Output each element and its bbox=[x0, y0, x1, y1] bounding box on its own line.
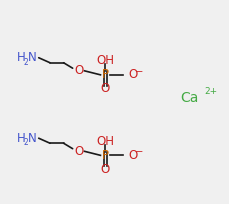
Text: O: O bbox=[128, 149, 137, 162]
Text: P: P bbox=[102, 149, 109, 162]
Text: O: O bbox=[75, 145, 84, 158]
Text: H: H bbox=[17, 51, 26, 64]
Text: −: − bbox=[135, 147, 144, 157]
Text: 2: 2 bbox=[24, 138, 28, 147]
Text: OH: OH bbox=[96, 54, 114, 67]
Text: N: N bbox=[28, 132, 37, 145]
Text: −: − bbox=[135, 67, 144, 77]
Text: OH: OH bbox=[96, 135, 114, 148]
Text: Ca: Ca bbox=[180, 91, 198, 105]
Text: 2: 2 bbox=[24, 58, 28, 67]
Text: O: O bbox=[75, 64, 84, 77]
Text: N: N bbox=[28, 51, 37, 64]
Text: O: O bbox=[101, 163, 110, 176]
Text: P: P bbox=[102, 68, 109, 81]
Text: O: O bbox=[128, 68, 137, 81]
Text: O: O bbox=[101, 82, 110, 95]
Text: 2+: 2+ bbox=[204, 88, 218, 96]
Text: H: H bbox=[17, 132, 26, 145]
